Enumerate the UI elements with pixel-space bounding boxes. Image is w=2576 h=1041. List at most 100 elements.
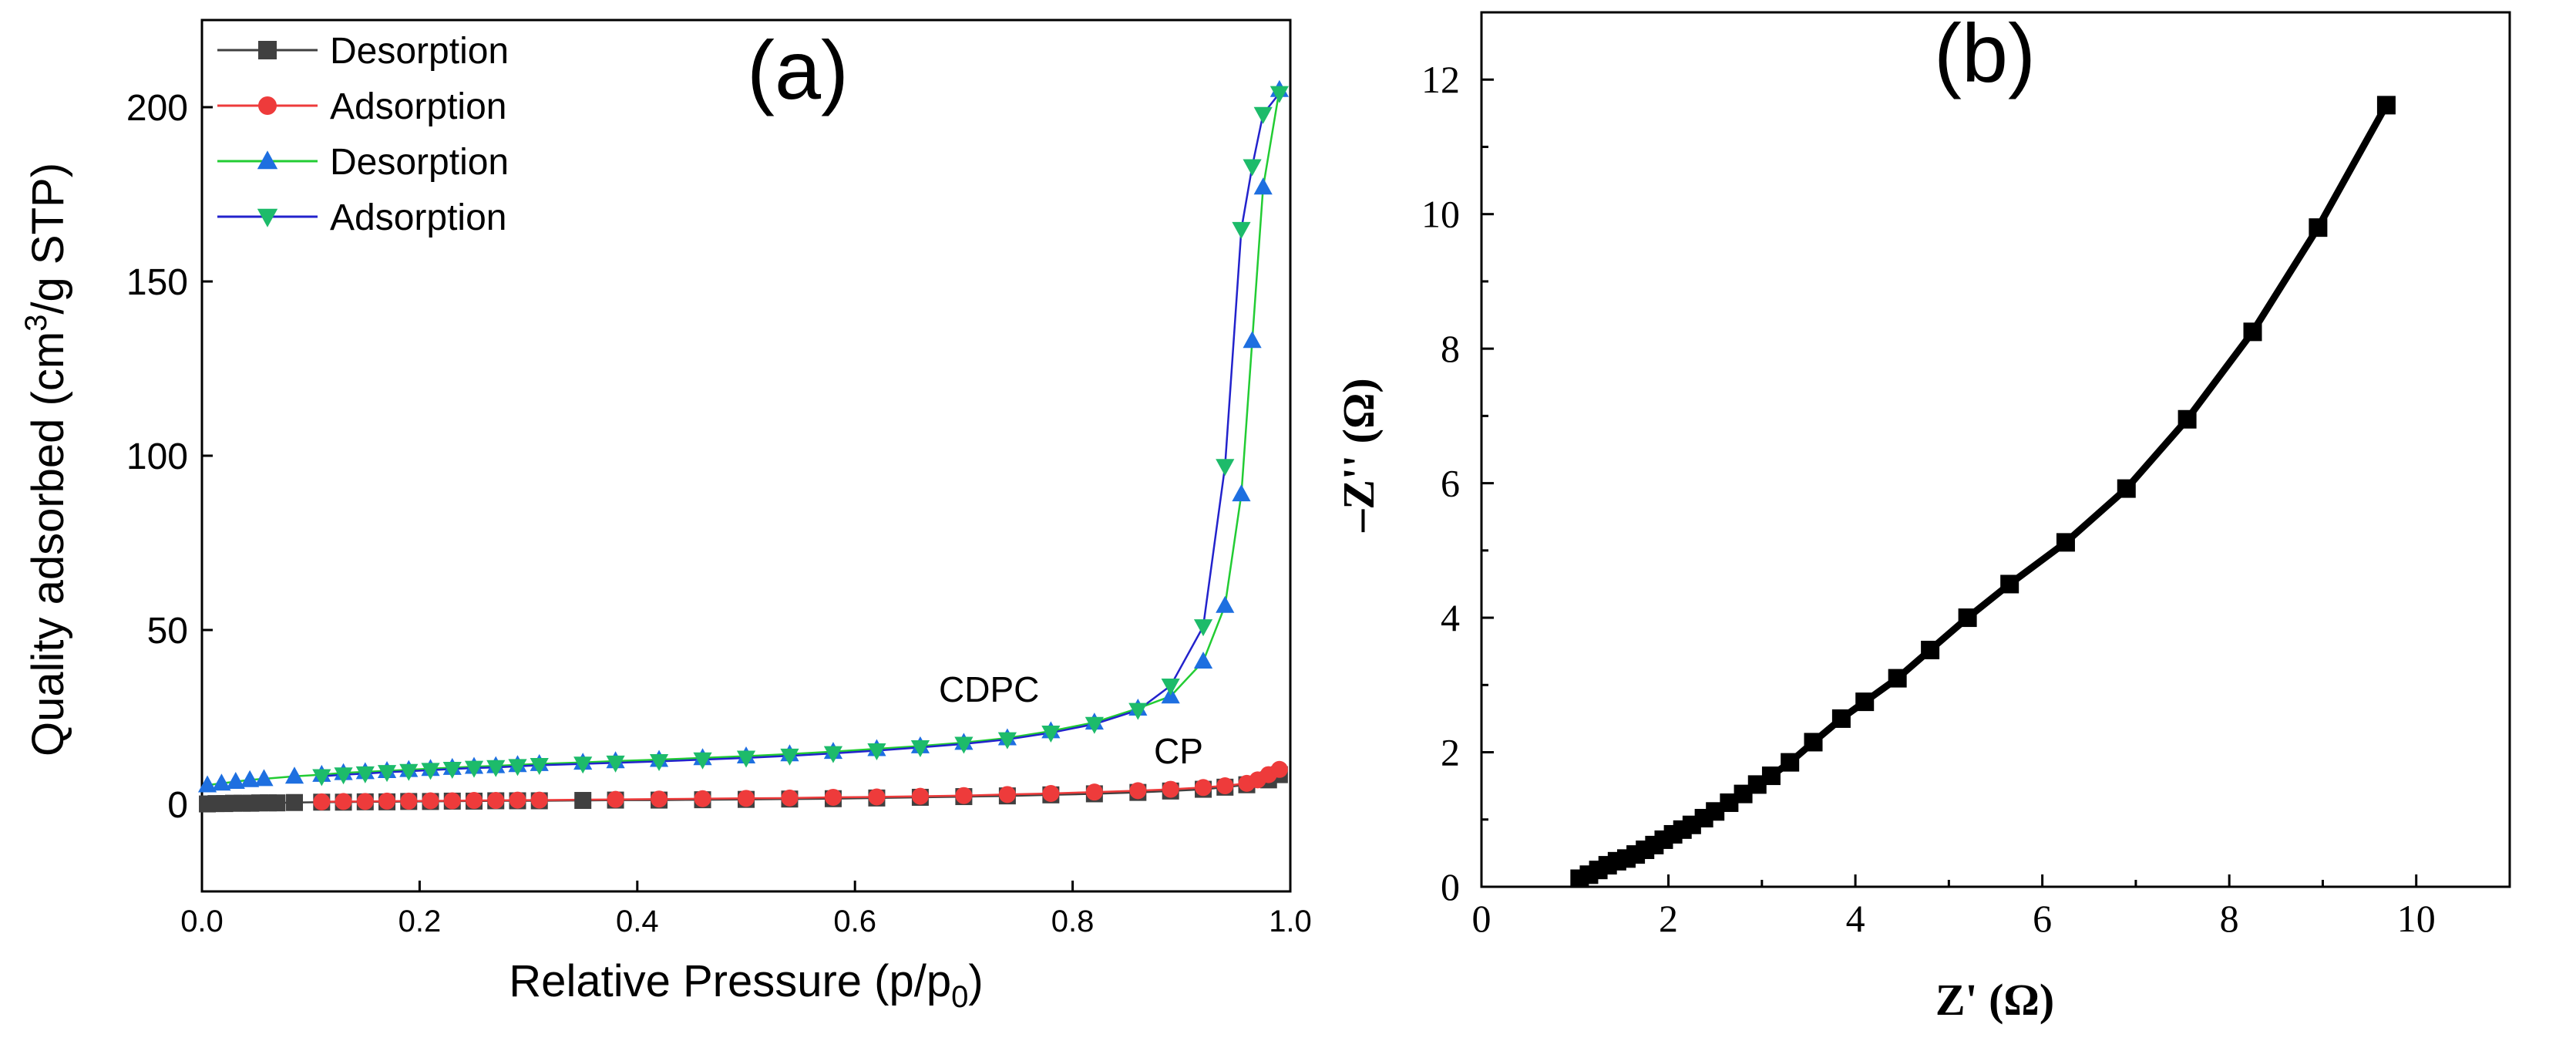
data-point-s2 <box>212 773 231 791</box>
series-line-2 <box>207 89 1281 787</box>
legend-marker-1 <box>258 96 277 115</box>
annotation-cp: CP <box>1154 731 1203 771</box>
data-point-s1 <box>356 793 374 810</box>
panel-b-y-axis: 0 2 4 6 8 10 12 <box>1421 11 1494 908</box>
nyquist-point <box>2056 533 2075 552</box>
nyquist-point <box>2000 574 2019 594</box>
data-point-s3 <box>1041 725 1061 743</box>
nyquist-point <box>2309 218 2328 238</box>
data-point-s2 <box>1193 652 1213 669</box>
panel-b-series-markers <box>1570 96 2396 888</box>
y-tick-label: 50 <box>147 611 188 652</box>
data-point-s1 <box>824 788 842 806</box>
data-point-s3 <box>997 732 1017 750</box>
x-tick-label: 1.0 <box>1269 905 1312 938</box>
y-tick-label: 12 <box>1421 58 1460 101</box>
panel-a-series-markers <box>197 79 1289 813</box>
data-point-s3 <box>867 743 886 761</box>
panel-a-label: (a) <box>747 23 849 116</box>
data-point-s3 <box>954 736 974 754</box>
nyquist-point <box>1747 775 1767 794</box>
data-point-s2 <box>1243 331 1262 349</box>
nyquist-line-0 <box>1578 103 2389 882</box>
data-point-s1 <box>998 786 1016 803</box>
y-tick-label: 0 <box>167 785 188 826</box>
data-point-s3 <box>1161 678 1180 696</box>
legend-label-2: Desorption <box>330 142 509 183</box>
data-point-s1 <box>868 788 886 806</box>
nyquist-point <box>1958 608 1977 628</box>
data-point-s3 <box>1085 716 1104 734</box>
data-point-s1 <box>466 792 483 810</box>
nyquist-point <box>2376 96 2396 115</box>
y-tick-label: 10 <box>1421 193 1460 236</box>
panel-a-legend: Desorption Adsorption Desorption Adsorption <box>217 31 509 238</box>
nyquist-point <box>1761 766 1781 786</box>
data-point-s3 <box>334 767 353 785</box>
data-point-s1 <box>781 789 799 807</box>
data-point-s1 <box>1216 777 1234 795</box>
data-point-s0 <box>286 793 304 811</box>
panel-a: 0.0 0.2 0.4 0.6 0.8 1.0 0 50 100 150 200 (a) CDPC… <box>19 19 1312 1014</box>
series-line-3 <box>321 93 1280 778</box>
data-point-s1 <box>1085 783 1103 801</box>
nyquist-point <box>1781 753 1800 772</box>
data-point-s3 <box>377 765 397 783</box>
y-tick-label: 0 <box>1441 865 1460 908</box>
data-point-s3 <box>355 766 375 783</box>
y-tick-label: 6 <box>1441 462 1460 505</box>
data-point-s1 <box>530 791 548 809</box>
data-point-s3 <box>693 752 712 770</box>
data-point-s2 <box>197 775 217 793</box>
data-point-s1 <box>651 790 668 808</box>
data-point-s3 <box>1232 221 1251 239</box>
panel-b-label: (b) <box>1934 6 2036 99</box>
data-point-s3 <box>823 746 843 763</box>
nyquist-point <box>2117 479 2136 498</box>
x-tick-label: 0.2 <box>399 905 442 938</box>
data-point-s1 <box>378 792 396 810</box>
data-point-s3 <box>1243 159 1262 177</box>
data-point-s3 <box>530 758 549 776</box>
x-tick-label: 0.6 <box>833 905 876 938</box>
data-point-s3 <box>399 763 419 781</box>
y-tick-label: 8 <box>1441 327 1460 370</box>
x-tick-label: 2 <box>1659 897 1678 940</box>
data-point-s2 <box>1232 484 1251 502</box>
x-tick-label: 0.4 <box>616 905 659 938</box>
data-point-s3 <box>780 748 799 766</box>
data-point-s2 <box>226 771 245 789</box>
data-point-s3 <box>736 750 756 768</box>
data-point-s3 <box>464 760 484 778</box>
x-tick-label: 6 <box>2033 897 2052 940</box>
panel-b-y-axis-title: –Z'' (Ω) <box>1333 378 1384 533</box>
data-point-s2 <box>254 769 274 787</box>
data-point-s3 <box>1216 459 1235 477</box>
panel-a-y-axis-title: Quality adsorbed (cm3/g STP) <box>19 163 73 756</box>
data-point-s1 <box>443 792 461 810</box>
x-tick-label: 0.8 <box>1051 905 1095 938</box>
panel-b-plot-frame <box>1480 11 2511 888</box>
data-point-s3 <box>1128 702 1148 720</box>
y-tick-label: 4 <box>1441 596 1460 639</box>
panel-a-x-axis-title: Relative Pressure (p/p0) <box>509 956 983 1014</box>
data-point-s1 <box>955 787 973 804</box>
data-point-s1 <box>313 793 331 810</box>
data-point-s2 <box>1253 177 1273 195</box>
panel-a-x-axis: 0.0 0.2 0.4 0.6 0.8 1.0 <box>180 881 1312 938</box>
panel-b-series-lines <box>1578 103 2389 882</box>
data-point-s1 <box>422 792 439 810</box>
legend-marker-0 <box>258 41 277 59</box>
data-point-s3 <box>649 754 669 772</box>
data-point-s3 <box>442 761 462 779</box>
nyquist-point <box>1831 709 1851 728</box>
data-point-s1 <box>694 790 711 807</box>
data-point-s2 <box>1216 595 1235 613</box>
panel-b: 0 2 4 6 8 10 0 2 4 6 8 10 12 (b) Z' (Ω) –Z'' (Ω) <box>1333 6 2511 1025</box>
data-point-s3 <box>573 756 593 774</box>
y-tick-label: 150 <box>126 262 188 303</box>
data-point-s1 <box>1162 780 1179 798</box>
data-point-s3 <box>421 763 440 780</box>
data-point-s3 <box>1193 619 1213 637</box>
